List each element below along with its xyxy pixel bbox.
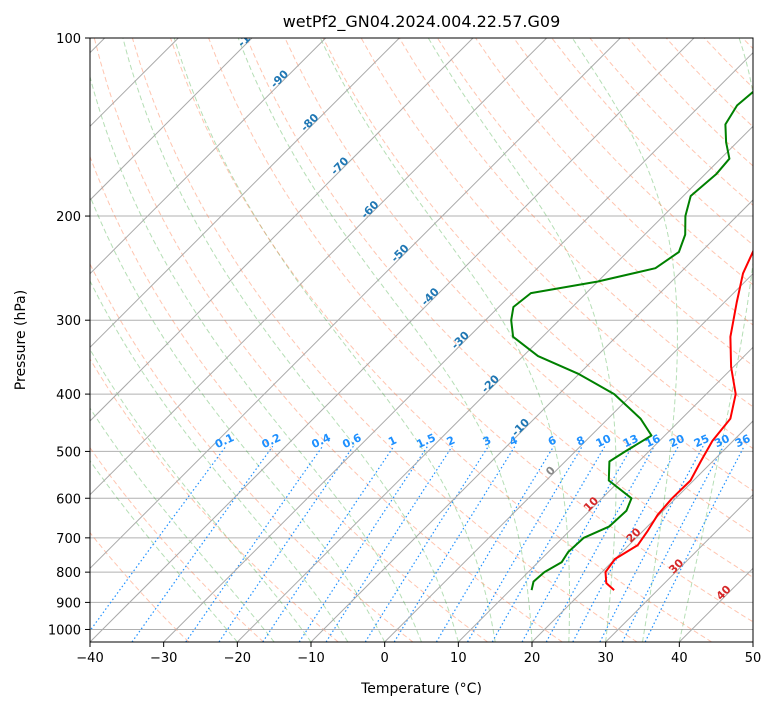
y-tick-label: 1000 [48, 623, 81, 638]
moist-adiabat-line [173, 38, 496, 642]
mixing-ratio-line [325, 445, 453, 642]
isotherm-line [90, 38, 474, 422]
x-tick-label: 20 [524, 651, 541, 666]
y-tick-label: 300 [56, 314, 81, 329]
dry-adiabat-line [284, 38, 753, 535]
moist-adiabat-line [678, 38, 753, 642]
mixing-ratio-label: 25 [692, 432, 711, 450]
y-tick-label: 800 [56, 566, 81, 581]
x-tick-label: −10 [297, 651, 324, 666]
dry-adiabat-line [513, 38, 753, 286]
isotherm-line [384, 272, 753, 642]
moist-adiabat-line [90, 194, 386, 642]
moist-adiabat-line [122, 38, 459, 642]
x-tick-label: 40 [671, 651, 688, 666]
dry-adiabats [90, 38, 753, 642]
x-tick-label: 30 [597, 651, 614, 666]
mixing-ratio-line [364, 445, 490, 642]
x-tick-label: 10 [450, 651, 467, 666]
isotherm-line [163, 51, 753, 642]
grid-lines [90, 38, 753, 630]
dry-adiabat-line [90, 531, 190, 642]
dry-adiabat-line [93, 38, 563, 642]
mixing-ratio-line [131, 445, 274, 642]
dewpoint-profile [510, 90, 753, 591]
moist-adiabat-line [319, 38, 570, 642]
moist-adiabat-line [237, 38, 533, 642]
sounding-profiles [510, 90, 753, 591]
mixing-ratio-label: 10 [594, 432, 614, 450]
y-tick-label: 500 [56, 445, 81, 460]
x-tick-label: −40 [76, 651, 103, 666]
dry-adiabat-line [131, 38, 638, 642]
plot-frame [89, 37, 754, 643]
isotherm-line [90, 38, 621, 570]
isotherm-line [310, 199, 753, 642]
x-axis-ticks: −40 −30 −20 −10 0 10 20 30 40 50 [76, 642, 761, 666]
y-axis-ticks: 100 200 300 400 500 600 700 800 900 1000 [48, 32, 90, 638]
mixing-ratio-lines [90, 445, 745, 642]
isotherm-line [90, 38, 400, 349]
mixing-ratio-line [298, 445, 429, 642]
isotherm-line [531, 420, 753, 642]
x-tick-label: 50 [745, 651, 762, 666]
mixing-ratio-line [644, 445, 745, 642]
dry-adiabat-line [170, 38, 712, 642]
isotherm-line [605, 493, 753, 642]
isotherm-line [90, 38, 548, 496]
temperature-profile [604, 249, 753, 591]
plot-area: 0.10.20.40.611.52346810131620253036-100-… [90, 21, 753, 642]
dry-adiabat-line [360, 38, 753, 450]
chart-title: wetPf2_GN04.2024.004.22.57.G09 [283, 12, 561, 32]
x-axis-label: Temperature (°C) [360, 681, 482, 697]
mixing-ratio-label: 20 [667, 432, 687, 450]
isotherm-line [90, 38, 253, 201]
x-tick-label: −20 [224, 651, 251, 666]
y-tick-label: 100 [56, 32, 81, 47]
y-tick-label: 700 [56, 532, 81, 547]
mixing-ratio-line [435, 445, 555, 642]
dry-adiabat-line [90, 155, 488, 642]
isotherm-line [90, 38, 695, 642]
moist-adiabat-line [90, 459, 238, 642]
y-axis-label: Pressure (hPa) [13, 290, 29, 390]
isotherm-line [90, 38, 327, 275]
dry-adiabat-line [322, 38, 753, 492]
mixing-ratio-line [262, 445, 395, 642]
isotherm-line [457, 346, 753, 642]
dry-adiabat-line [246, 38, 753, 578]
y-tick-label: 200 [56, 210, 81, 225]
dry-adiabat-line [90, 446, 264, 642]
moist-adiabat-line [571, 38, 678, 642]
dry-adiabat-line [90, 358, 339, 642]
mixing-ratio-label: 16 [643, 432, 663, 450]
mixing-ratio-label: 36 [733, 432, 753, 450]
mixing-ratio-line [521, 445, 633, 642]
x-tick-label: 0 [381, 651, 389, 666]
mixing-ratio-line [393, 445, 516, 642]
isotherm-line [236, 125, 753, 642]
y-tick-label: 600 [56, 492, 81, 507]
y-tick-label: 400 [56, 388, 81, 403]
mixing-ratio-line [621, 445, 725, 642]
isotherm-label: -100 [235, 21, 264, 50]
mixing-ratio-line [545, 445, 655, 642]
dry-adiabat-line [208, 38, 753, 623]
skewed-isotherms [90, 38, 753, 642]
mixing-ratio-line [218, 445, 354, 642]
dry-adiabat-line [436, 38, 753, 367]
mixing-ratio-line [185, 445, 324, 642]
y-tick-label: 900 [56, 596, 81, 611]
x-tick-label: −30 [150, 651, 177, 666]
moist-adiabat-line [90, 407, 275, 642]
